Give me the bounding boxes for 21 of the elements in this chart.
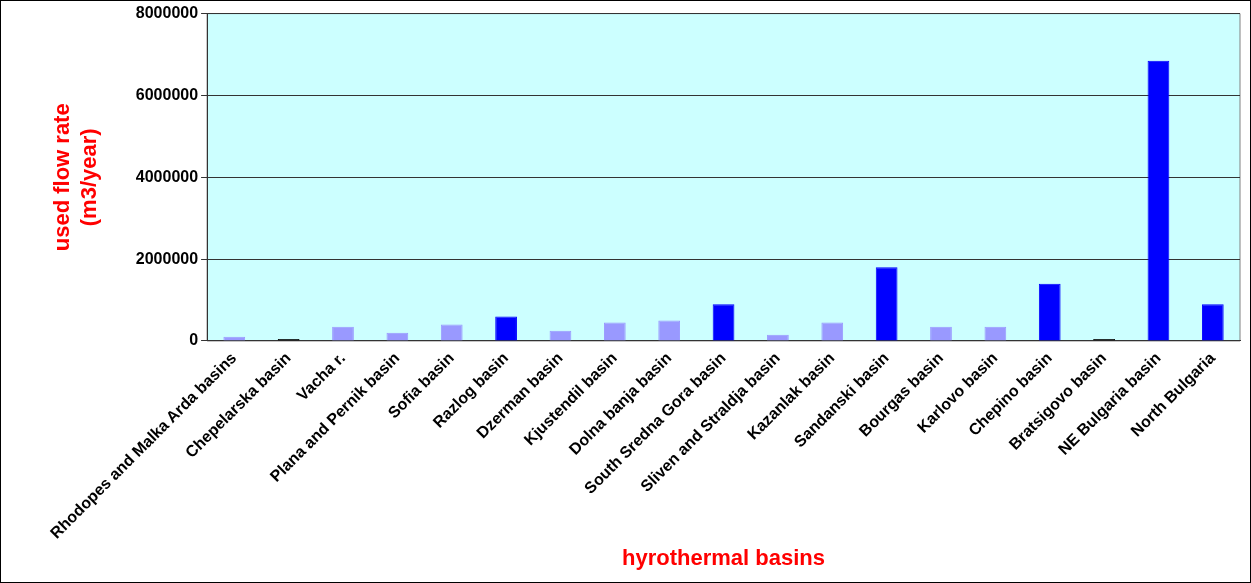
bar: [332, 326, 354, 341]
bar: [440, 324, 463, 341]
x-axis-title: hyrothermal basins: [622, 544, 826, 570]
y-tick-label: 0: [189, 331, 199, 349]
bar: [1147, 60, 1170, 341]
y-tick-label: 8000000: [135, 4, 199, 22]
bar: [984, 326, 1007, 341]
bar: [712, 304, 735, 341]
y-axis-title: used flow rate (m3/year): [49, 103, 101, 252]
bar: [603, 322, 626, 341]
bar: [1038, 283, 1061, 341]
bar: [930, 326, 952, 341]
y-tick-label: 6000000: [135, 85, 199, 103]
bar: [821, 322, 844, 341]
bar: [1201, 304, 1224, 341]
bar: [875, 267, 898, 341]
y-tick-label: 4000000: [135, 167, 199, 185]
bar: [658, 320, 681, 341]
y-tick-label: 2000000: [135, 249, 199, 267]
bar: [386, 332, 409, 341]
bar: [495, 316, 517, 341]
